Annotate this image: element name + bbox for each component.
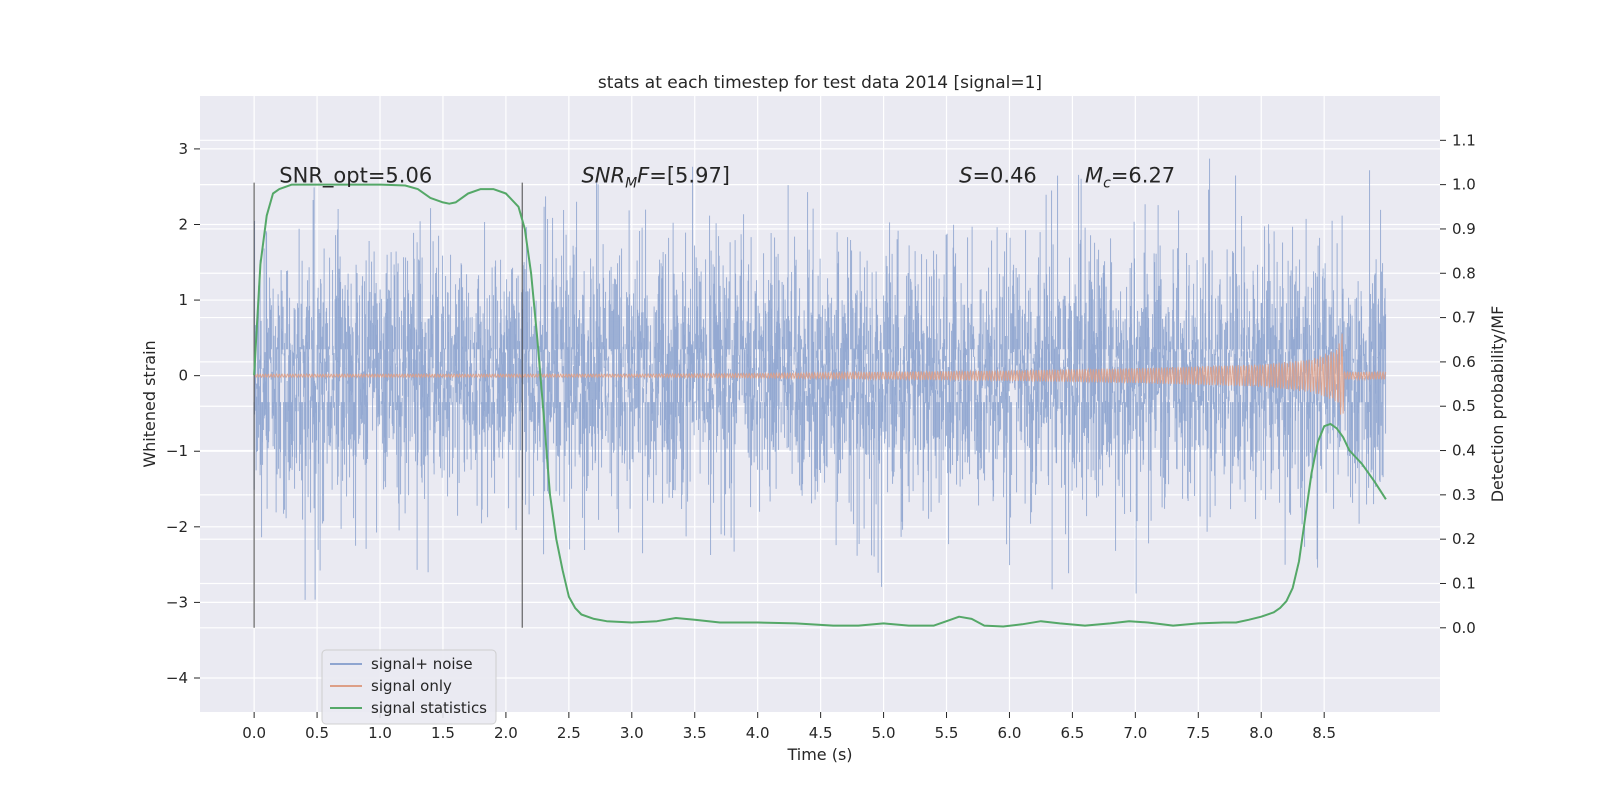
y2-tick-label-9: 0.2 xyxy=(1452,530,1476,548)
y2-tick-label-11: 0.0 xyxy=(1452,619,1476,637)
x-tick-label-11: 5.5 xyxy=(935,724,959,742)
y2-tick-label-3: 0.8 xyxy=(1452,264,1476,282)
legend-label-signal-noise: signal+ noise xyxy=(371,655,473,673)
x-tick-label-5: 2.5 xyxy=(557,724,581,742)
x-tick-label-12: 6.0 xyxy=(998,724,1022,742)
x-axis: 0.0 0.5 1.0 1.5 2.0 2.5 3.0 3.5 4.0 4.5 5.0 5.5 6.0 6… xyxy=(242,712,1336,742)
series-signal-statistics xyxy=(253,183,1387,628)
x-tick-label-7: 3.5 xyxy=(683,724,707,742)
y-tick-label-3: 0 xyxy=(178,367,188,385)
x-tick-label-4: 2.0 xyxy=(494,724,518,742)
x-tick-label-10: 5.0 xyxy=(872,724,896,742)
y2-tick-label-6: 0.5 xyxy=(1452,397,1476,415)
vertical-markers xyxy=(253,182,523,628)
y2-tick-label-0: 1.1 xyxy=(1452,131,1476,149)
x-tick-label-13: 6.5 xyxy=(1060,724,1084,742)
annotations: SNR_opt=5.06 SNRMF=[5.97] S=0.46 Mc=6.27 xyxy=(279,164,1175,192)
y2-tick-label-7: 0.4 xyxy=(1452,442,1476,460)
x-tick-label-17: 8.5 xyxy=(1312,724,1336,742)
x-tick-label-3: 1.5 xyxy=(431,724,455,742)
y2-axis-label: Detection probability/MF xyxy=(1488,306,1507,503)
legend-label-signal-statistics: signal statistics xyxy=(371,699,487,717)
y2-tick-label-10: 0.1 xyxy=(1452,574,1476,592)
annotation-0: SNR_opt=5.06 xyxy=(279,164,432,189)
chart-title: stats at each timestep for test data 201… xyxy=(598,73,1042,93)
signal-statistics-line xyxy=(253,183,1387,628)
x-tick-label-6: 3.0 xyxy=(620,724,644,742)
y2-tick-label-1: 1.0 xyxy=(1452,176,1476,194)
x-tick-label-9: 4.5 xyxy=(809,724,833,742)
series-signal-only xyxy=(253,333,1387,415)
y2-tick-label-8: 0.3 xyxy=(1452,486,1476,504)
x-tick-label-8: 4.0 xyxy=(746,724,770,742)
y-tick-label-6: −3 xyxy=(166,593,188,611)
y-tick-label-2: 1 xyxy=(178,291,188,309)
x-tick-label-0: 0.0 xyxy=(242,724,266,742)
legend-label-signal-only: signal only xyxy=(371,677,452,695)
annotation-1: SNRMF=[5.97] xyxy=(581,164,730,192)
y-tick-label-4: −1 xyxy=(166,442,188,460)
x-tick-label-14: 7.0 xyxy=(1123,724,1147,742)
y2-tick-label-5: 0.6 xyxy=(1452,353,1476,371)
legend-box xyxy=(321,649,497,725)
y-tick-label-7: −4 xyxy=(166,669,188,687)
y-axis-right: 1.1 1.0 0.9 0.8 0.7 0.6 0.5 0.4 0.3 0.2 0.1 0.0 xyxy=(1440,131,1476,637)
x-tick-label-2: 1.0 xyxy=(368,724,392,742)
y-tick-label-1: 2 xyxy=(178,215,188,233)
annotation-2: S=0.46 xyxy=(959,164,1037,188)
signal-only-line xyxy=(253,333,1387,415)
x-tick-label-15: 7.5 xyxy=(1186,724,1210,742)
y-tick-label-5: −2 xyxy=(166,518,188,536)
y2-tick-label-4: 0.7 xyxy=(1452,309,1476,327)
y-tick-label-0: 3 xyxy=(178,140,188,158)
x-tick-label-16: 8.0 xyxy=(1249,724,1273,742)
annotation-3: Mc=6.27 xyxy=(1085,164,1175,192)
y2-tick-label-2: 0.9 xyxy=(1452,220,1476,238)
x-axis-label: Time (s) xyxy=(786,745,852,764)
x-tick-label-1: 0.5 xyxy=(305,724,329,742)
legend: signal+ noise signal only signal statist… xyxy=(321,649,497,725)
y-axis-label: Whitened strain xyxy=(140,340,159,467)
y-axis-left: 3 2 1 0 −1 −2 −3 −4 xyxy=(166,140,200,687)
